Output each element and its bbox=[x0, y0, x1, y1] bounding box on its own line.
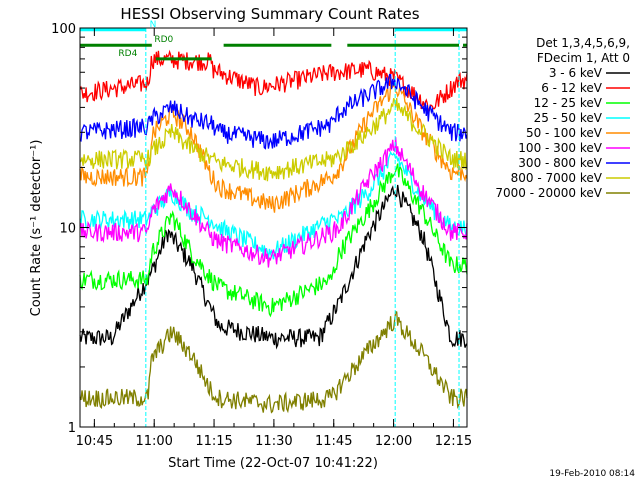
legend: Det 1,3,4,5,6,9,FDecim 1, Att 03 - 6 keV… bbox=[495, 36, 630, 200]
chart-title: HESSI Observing Summary Count Rates bbox=[120, 5, 419, 23]
x-axis: 10:45 11:00 11:15 11:30 11:45 12:00 12:15 bbox=[76, 28, 472, 449]
y-tick-label-0: 1 bbox=[68, 421, 76, 436]
legend-label-8: 7000 - 20000 keV bbox=[495, 186, 602, 200]
y-tick-label-2: 100 bbox=[51, 22, 76, 37]
series-line-1 bbox=[79, 49, 468, 113]
x-tick-label-2: 11:15 bbox=[195, 434, 232, 449]
x-axis-label: Start Time (22-Oct-07 10:41:22) bbox=[168, 456, 378, 471]
status-label-rd4: RD4 bbox=[118, 49, 137, 59]
legend-header-0: Det 1,3,4,5,6,9, bbox=[536, 36, 630, 50]
footer-date: 19-Feb-2010 08:14 bbox=[549, 469, 635, 479]
series-line-4 bbox=[79, 81, 468, 213]
y-axis-label: Count Rate (s⁻¹ detector⁻¹) bbox=[29, 140, 44, 317]
series-line-5 bbox=[79, 137, 468, 268]
series-line-2 bbox=[79, 163, 468, 318]
x-tick-label-3: 11:30 bbox=[255, 434, 292, 449]
y-tick-label-1: 10 bbox=[59, 222, 76, 237]
series-line-3 bbox=[79, 150, 468, 260]
plot-area: N RD0 RD4 bbox=[79, 20, 468, 427]
x-tick-label-6: 12:15 bbox=[435, 434, 472, 449]
status-label-rd0: RD0 bbox=[154, 35, 173, 45]
series-line-6 bbox=[79, 73, 468, 150]
x-tick-label-5: 12:00 bbox=[375, 434, 412, 449]
series-line-8 bbox=[79, 310, 468, 414]
legend-label-5: 100 - 300 keV bbox=[518, 141, 602, 155]
series-line-0 bbox=[79, 184, 468, 350]
x-tick-label-1: 11:00 bbox=[135, 434, 172, 449]
legend-label-7: 800 - 7000 keV bbox=[511, 171, 603, 185]
legend-label-6: 300 - 800 keV bbox=[518, 156, 602, 170]
x-tick-label-4: 11:45 bbox=[315, 434, 352, 449]
status-label-n: N bbox=[150, 20, 157, 30]
legend-label-0: 3 - 6 keV bbox=[549, 66, 603, 80]
legend-label-3: 25 - 50 keV bbox=[534, 111, 603, 125]
y-axis: 1 10 100 bbox=[51, 22, 467, 436]
legend-label-1: 6 - 12 keV bbox=[541, 81, 603, 95]
series-line-7 bbox=[79, 97, 468, 182]
legend-header-1: FDecim 1, Att 0 bbox=[537, 51, 630, 65]
x-tick-label-0: 10:45 bbox=[76, 434, 113, 449]
legend-label-4: 50 - 100 keV bbox=[526, 126, 603, 140]
legend-label-2: 12 - 25 keV bbox=[534, 96, 603, 110]
